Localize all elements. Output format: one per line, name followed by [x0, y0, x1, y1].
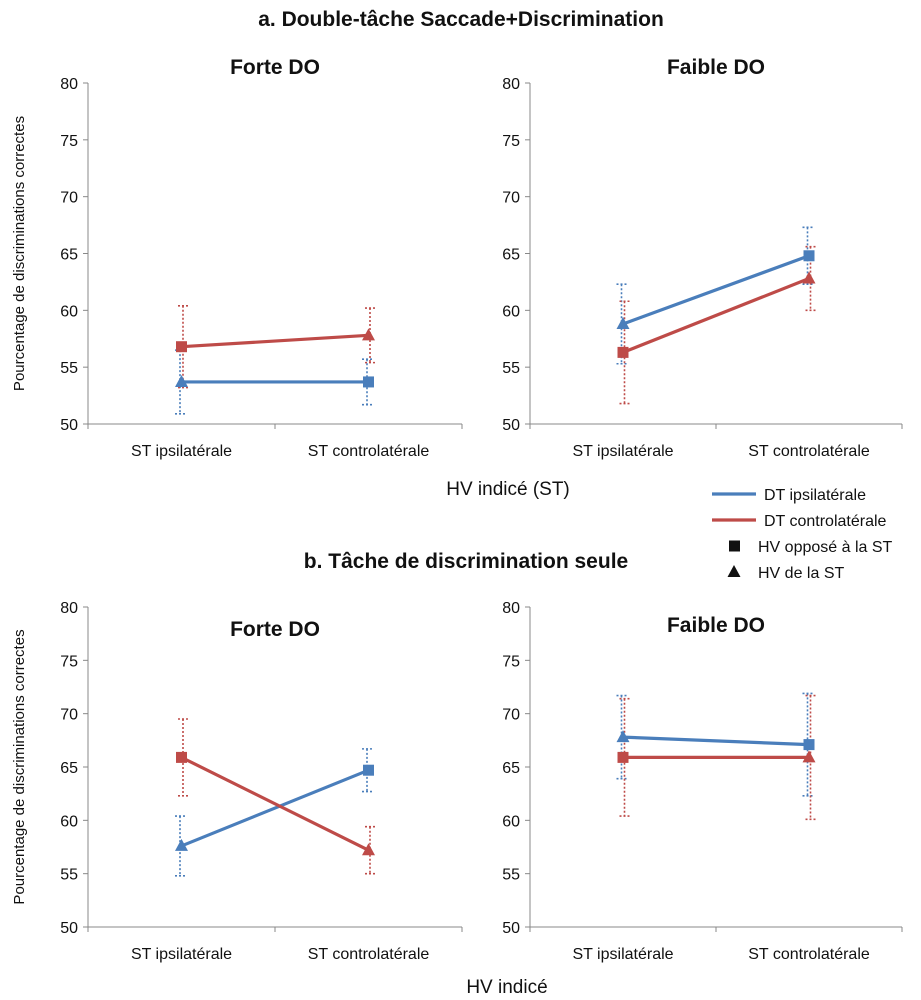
- legend-label: HV de la ST: [758, 565, 844, 582]
- data-point-square: [363, 764, 374, 776]
- series-line: [180, 755, 370, 852]
- y-tick-label: 60: [60, 303, 78, 320]
- y-tick-label: 75: [502, 133, 520, 150]
- y-tick-label: 50: [60, 417, 78, 434]
- y-tick-label: 80: [60, 76, 78, 93]
- panel-title: Forte DO: [230, 618, 320, 641]
- chart-panel-3: Forte DO 50 55 60 65 70 75 80 ST ipsilatérale ST …: [11, 600, 463, 963]
- y-axis-label: Pourcentage de discriminations correctes: [11, 629, 28, 904]
- y-tick-label: 50: [502, 417, 520, 434]
- legend-label: DT controlatérale: [764, 513, 887, 530]
- data-point-square: [617, 346, 629, 358]
- legend: DT ipsilatérale DT controlatérale HV oppos…: [712, 487, 893, 582]
- y-tick-label: 75: [60, 653, 78, 670]
- section-b-title: b. Tâche de discrimination seule: [304, 550, 628, 573]
- y-tick-label: 50: [502, 920, 520, 937]
- y-tick-label: 75: [60, 133, 78, 150]
- y-tick-label: 65: [502, 760, 520, 777]
- y-tick-label: 55: [502, 867, 520, 884]
- section-a-xlabel: HV indicé (ST): [446, 479, 570, 500]
- data-point-triangle: [362, 843, 375, 856]
- x-category-label: ST controlatérale: [748, 443, 870, 460]
- x-category-label: ST ipsilatérale: [572, 946, 673, 963]
- x-category-label: ST controlatérale: [748, 946, 870, 963]
- series-line: [180, 768, 370, 848]
- series-line: [622, 254, 810, 326]
- panel-title: Forte DO: [230, 56, 320, 79]
- x-category-label: ST ipsilatérale: [131, 443, 232, 460]
- legend-label: HV opposé à la ST: [758, 539, 893, 556]
- y-tick-label: 55: [60, 360, 78, 377]
- series-line: [181, 333, 369, 349]
- y-tick-label: 80: [502, 76, 520, 93]
- x-category-label: ST controlatérale: [308, 443, 430, 460]
- y-tick-label: 65: [502, 247, 520, 264]
- data-point-square: [176, 341, 187, 353]
- section-b-xlabel: HV indicé: [466, 977, 547, 998]
- y-tick-label: 60: [502, 303, 520, 320]
- y-tick-label: 80: [502, 600, 520, 617]
- y-tick-label: 70: [502, 707, 520, 724]
- x-category-label: ST ipsilatérale: [131, 946, 232, 963]
- data-point-triangle: [362, 328, 375, 341]
- data-point-square: [803, 739, 815, 751]
- y-tick-label: 65: [60, 247, 78, 264]
- chart-panel-2: Faible DO 50 55 60 65 70 75 80 ST ipsilatérale ST…: [502, 56, 903, 460]
- y-tick-label: 60: [60, 813, 78, 830]
- legend-label: DT ipsilatérale: [764, 487, 866, 504]
- y-tick-label: 70: [502, 190, 520, 207]
- data-point-square: [363, 376, 374, 388]
- series-line: [622, 277, 810, 354]
- panel-title: Faible DO: [667, 614, 765, 637]
- legend-triangle-marker: [727, 565, 741, 577]
- data-point-triangle: [802, 750, 816, 763]
- section-a-title: a. Double-tâche Saccade+Discrimination: [258, 8, 664, 31]
- chart-panel-1: Forte DO 50 55 60 65 70 75 80 ST ipsilatérale ST …: [11, 56, 463, 460]
- data-point-triangle: [616, 730, 630, 743]
- y-tick-label: 60: [502, 813, 520, 830]
- data-point-triangle: [175, 374, 188, 387]
- data-point-triangle: [616, 316, 630, 329]
- y-axis-label: Pourcentage de discriminations correctes: [11, 116, 28, 391]
- chart-panel-4: Faible DO 50 55 60 65 70 75 80 ST ipsilatérale ST…: [502, 600, 903, 963]
- data-point-triangle: [175, 838, 188, 851]
- legend-square-marker: [729, 540, 740, 552]
- y-tick-label: 50: [60, 920, 78, 937]
- y-tick-label: 55: [60, 867, 78, 884]
- y-tick-label: 65: [60, 760, 78, 777]
- y-tick-label: 70: [60, 707, 78, 724]
- panel-title: Faible DO: [667, 56, 765, 79]
- y-tick-label: 70: [60, 190, 78, 207]
- x-category-label: ST controlatérale: [308, 946, 430, 963]
- x-category-label: ST ipsilatérale: [572, 443, 673, 460]
- data-point-square: [803, 250, 815, 262]
- data-point-triangle: [802, 271, 816, 284]
- y-tick-label: 80: [60, 600, 78, 617]
- y-tick-label: 55: [502, 360, 520, 377]
- y-tick-label: 75: [502, 653, 520, 670]
- data-point-square: [617, 751, 629, 763]
- data-point-square: [176, 751, 187, 763]
- series-line: [622, 735, 810, 747]
